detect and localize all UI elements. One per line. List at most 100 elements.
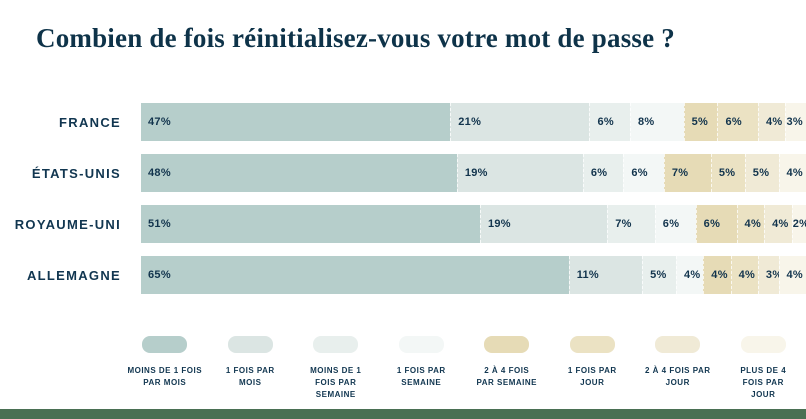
legend-label: 2 À 4 FOIS PAR JOUR bbox=[644, 366, 711, 387]
legend-label: 1 FOIS PAR MOIS bbox=[225, 366, 275, 387]
legend-item: 1 FOIS PAR JOUR bbox=[550, 336, 636, 401]
bar-segment: 2% bbox=[791, 205, 806, 243]
segment-value-label: 4% bbox=[744, 218, 762, 230]
bar-segment: 7% bbox=[663, 154, 711, 192]
stacked-bar: 51%19%7%6%6%4%4%2% bbox=[141, 205, 806, 243]
segment-value-label: 4% bbox=[786, 167, 804, 179]
legend-label: MOINS DE 1 FOIS PAR MOIS bbox=[127, 366, 203, 387]
chart-rows: FRANCE 47% 21% 6% 8% 5% 6% 4% 3% ÉTATS-UNIS 48% 19%… bbox=[0, 103, 806, 294]
bar-segment: 4% bbox=[675, 256, 704, 294]
segment-value-label: 4% bbox=[786, 269, 803, 281]
segment-value-label: 47% bbox=[148, 116, 171, 128]
segment-value-label: 4% bbox=[683, 269, 701, 281]
bar-segment: 4% bbox=[757, 103, 786, 141]
chart-title: Combien de fois réinitialisez-vous votre… bbox=[36, 23, 675, 54]
legend-item: PLUS DE 4 FOIS PAR JOUR bbox=[721, 336, 806, 401]
legend-swatch bbox=[569, 336, 615, 353]
chart-row: FRANCE 47% 21% 6% 8% 5% 6% 4% 3% bbox=[0, 103, 806, 141]
legend-swatch bbox=[484, 336, 530, 353]
segment-value-label: 51% bbox=[148, 218, 171, 230]
segment-value-label: 11% bbox=[576, 269, 600, 281]
bar-segment: 8% bbox=[629, 103, 684, 141]
chart-legend: MOINS DE 1 FOIS PAR MOIS 1 FOIS PAR MOIS M… bbox=[122, 336, 806, 401]
chart-row: ÉTATS-UNIS 48% 19% 6% 6% 7% 5% 5% 4% bbox=[0, 154, 806, 192]
bar-segment: 4% bbox=[703, 256, 731, 294]
segment-value-label: 6% bbox=[631, 167, 648, 179]
country-label: ROYAUME-UNI bbox=[14, 216, 121, 232]
stacked-bar: 47% 21% 6% 8% 5% 6% 4% 3% bbox=[141, 103, 806, 141]
segment-value-label: 6% bbox=[662, 218, 680, 230]
legend-swatch bbox=[655, 336, 701, 353]
segment-value-label: 48% bbox=[148, 167, 171, 179]
legend-swatch bbox=[313, 336, 359, 353]
bar-segment: 6% bbox=[623, 154, 664, 192]
segment-value-label: 6% bbox=[597, 116, 614, 128]
segment-value-label: 4% bbox=[738, 269, 756, 281]
legend-label: MOINS DE 1 FOIS PAR SEMAINE bbox=[310, 366, 362, 399]
legend-item: MOINS DE 1 FOIS PAR MOIS bbox=[122, 336, 208, 401]
bar-segment: 6% bbox=[582, 154, 624, 192]
legend-swatch bbox=[142, 336, 188, 353]
bar-segment: 19% bbox=[456, 154, 583, 192]
legend-swatch bbox=[398, 336, 444, 353]
legend-item: 1 FOIS PAR MOIS bbox=[208, 336, 294, 401]
segment-value-label: 4% bbox=[772, 218, 789, 230]
legend-label: 1 FOIS PAR SEMAINE bbox=[396, 366, 446, 387]
stacked-bar: 65% 11% 5% 4% 4% 4% 3% 4% bbox=[141, 256, 806, 294]
segment-value-label: 4% bbox=[765, 116, 783, 128]
bar-segment: 48% bbox=[141, 154, 457, 192]
stacked-bar: 48% 19% 6% 6% 7% 5% 5% 4% bbox=[141, 154, 806, 192]
bar-segment: 6% bbox=[654, 205, 696, 243]
bar-segment: 5% bbox=[642, 256, 676, 294]
bar-segment: 4% bbox=[736, 205, 765, 243]
footer-strip bbox=[0, 409, 806, 419]
segment-value-label: 3% bbox=[786, 116, 804, 128]
segment-value-label: 7% bbox=[671, 167, 689, 179]
bar-segment: 6% bbox=[695, 205, 737, 243]
segment-value-label: 6% bbox=[590, 167, 608, 179]
country-label: ALLEMAGNE bbox=[26, 267, 121, 283]
bar-segment: 6% bbox=[717, 103, 758, 141]
bar-segment: 51% bbox=[141, 205, 480, 243]
bar-segment: 5% bbox=[710, 154, 745, 192]
legend-label: PLUS DE 4 FOIS PAR JOUR bbox=[740, 366, 787, 399]
bar-segment: 5% bbox=[683, 103, 718, 141]
bar-segment: 21% bbox=[450, 103, 590, 141]
segment-value-label: 4% bbox=[711, 269, 728, 281]
legend-item: 2 À 4 FOIS PAR SEMAINE bbox=[464, 336, 550, 401]
chart-row: ALLEMAGNE 65% 11% 5% 4% 4% 4% 3% 4% bbox=[0, 256, 806, 294]
country-label: ÉTATS-UNIS bbox=[31, 165, 121, 181]
bar-segment: 3% bbox=[785, 103, 806, 141]
bar-segment: 4% bbox=[764, 205, 792, 243]
bar-segment: 6% bbox=[589, 103, 630, 141]
bar-segment: 5% bbox=[744, 154, 779, 192]
segment-value-label: 65% bbox=[148, 269, 171, 281]
bar-segment: 19% bbox=[479, 205, 608, 243]
segment-value-label: 6% bbox=[703, 218, 721, 230]
segment-value-label: 19% bbox=[487, 218, 511, 230]
segment-value-label: 2% bbox=[792, 218, 806, 230]
segment-value-label: 3% bbox=[765, 269, 783, 281]
bar-segment: 4% bbox=[730, 256, 758, 294]
segment-value-label: 5% bbox=[691, 116, 709, 128]
legend-item: 2 À 4 FOIS PAR JOUR bbox=[635, 336, 721, 401]
segment-value-label: 19% bbox=[464, 167, 488, 179]
legend-swatch bbox=[740, 336, 786, 353]
segment-value-label: 8% bbox=[637, 116, 655, 128]
legend-label: 1 FOIS PAR JOUR bbox=[567, 366, 617, 387]
bar-segment: 3% bbox=[757, 256, 782, 294]
bar-segment: 47% bbox=[141, 103, 451, 141]
bar-segment: 4% bbox=[778, 154, 806, 192]
bar-segment: 65% bbox=[141, 256, 569, 294]
bar-segment: 11% bbox=[568, 256, 643, 294]
segment-value-label: 6% bbox=[725, 116, 742, 128]
segment-value-label: 21% bbox=[458, 116, 482, 128]
segment-value-label: 7% bbox=[615, 218, 632, 230]
legend-item: MOINS DE 1 FOIS PAR SEMAINE bbox=[293, 336, 379, 401]
segment-value-label: 5% bbox=[718, 167, 736, 179]
legend-item: 1 FOIS PAR SEMAINE bbox=[379, 336, 465, 401]
bar-segment: 7% bbox=[607, 205, 655, 243]
segment-value-label: 5% bbox=[650, 269, 667, 281]
